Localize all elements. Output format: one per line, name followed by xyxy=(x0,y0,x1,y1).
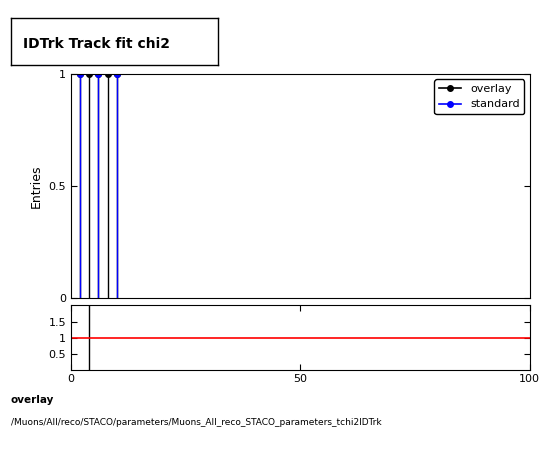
Text: /Muons/All/reco/STACO/parameters/Muons_All_reco_STACO_parameters_tchi2IDTrk: /Muons/All/reco/STACO/parameters/Muons_A… xyxy=(11,418,382,427)
Legend: overlay, standard: overlay, standard xyxy=(435,79,524,114)
Text: overlay: overlay xyxy=(11,395,54,405)
Text: IDTrk Track fit chi2: IDTrk Track fit chi2 xyxy=(23,37,170,51)
Y-axis label: Entries: Entries xyxy=(30,164,43,208)
